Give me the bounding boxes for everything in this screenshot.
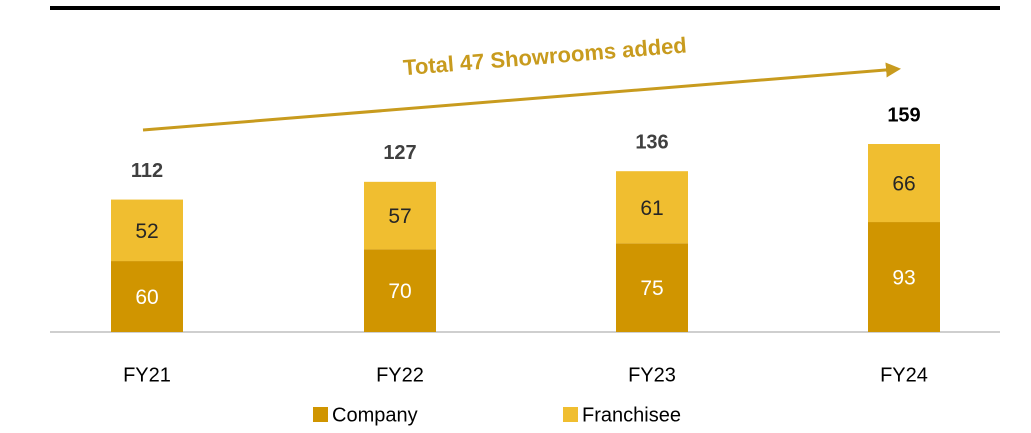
bar-segment [364,181,436,250]
bar-segment [364,249,436,332]
value-label: 70 [388,280,411,303]
x-tick-label: FY21 [123,364,171,386]
legend-swatch [563,407,578,422]
value-label: 60 [135,286,158,309]
total-label: 127 [383,142,416,164]
value-label: 93 [892,267,915,290]
legend-label: Company [332,404,418,426]
bar-segment [868,144,940,223]
value-label: 61 [640,197,663,220]
total-label: 136 [635,131,668,153]
total-label: 159 [887,104,920,126]
bar-segment [868,222,940,332]
legend-label: Franchisee [582,404,681,426]
x-tick-label: FY24 [880,364,928,386]
bar-segment [616,243,688,332]
trend-arrow [142,62,901,132]
x-tick-label: FY23 [628,364,676,386]
bar-segment [111,261,183,332]
total-label: 112 [131,160,163,182]
bar-segment [111,199,183,262]
value-label: 57 [388,205,411,228]
annotation: Total 47 Showrooms added [402,32,688,80]
value-label: 52 [135,220,158,243]
value-label: 75 [640,277,663,300]
x-tick-label: FY22 [376,364,424,386]
value-label: 66 [892,173,915,196]
legend-swatch [313,407,328,422]
bar-segment [616,171,688,244]
